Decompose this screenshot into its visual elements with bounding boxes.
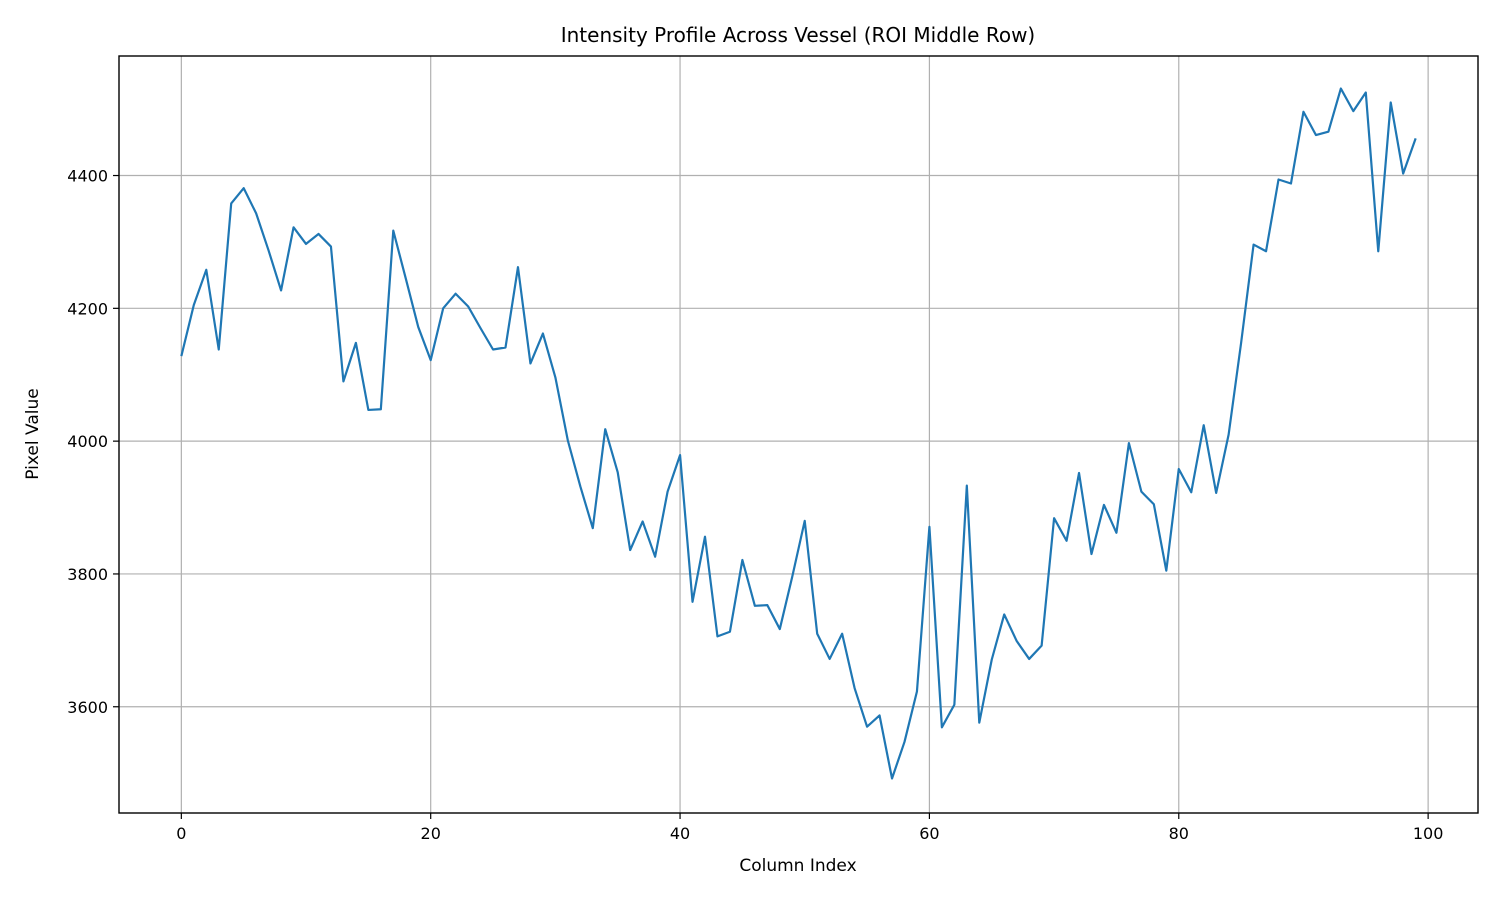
x-tick-label: 80 <box>1169 824 1189 843</box>
x-tick-label: 40 <box>670 824 690 843</box>
y-tick-label: 4200 <box>67 299 108 318</box>
y-tick-label: 4400 <box>67 167 108 186</box>
plot-frame <box>118 55 1479 814</box>
y-axis-title: Pixel Value <box>23 388 43 479</box>
x-tick-label: 0 <box>176 824 186 843</box>
grid <box>119 56 1478 813</box>
x-tick-label: 100 <box>1413 824 1444 843</box>
y-tick-label: 3800 <box>67 565 108 584</box>
x-tick-label: 20 <box>421 824 441 843</box>
series-line <box>180 87 1417 780</box>
y-tick-label: 4000 <box>67 432 108 451</box>
y-tick-label: 3600 <box>67 698 108 717</box>
chart-title: Intensity Profile Across Vessel (ROI Mid… <box>561 23 1036 47</box>
x-tick-label: 60 <box>919 824 939 843</box>
x-axis-title: Column Index <box>739 856 856 876</box>
ticks: 0 20 40 60 80 100 3600 3800 4000 4200 4400 <box>67 167 1443 843</box>
